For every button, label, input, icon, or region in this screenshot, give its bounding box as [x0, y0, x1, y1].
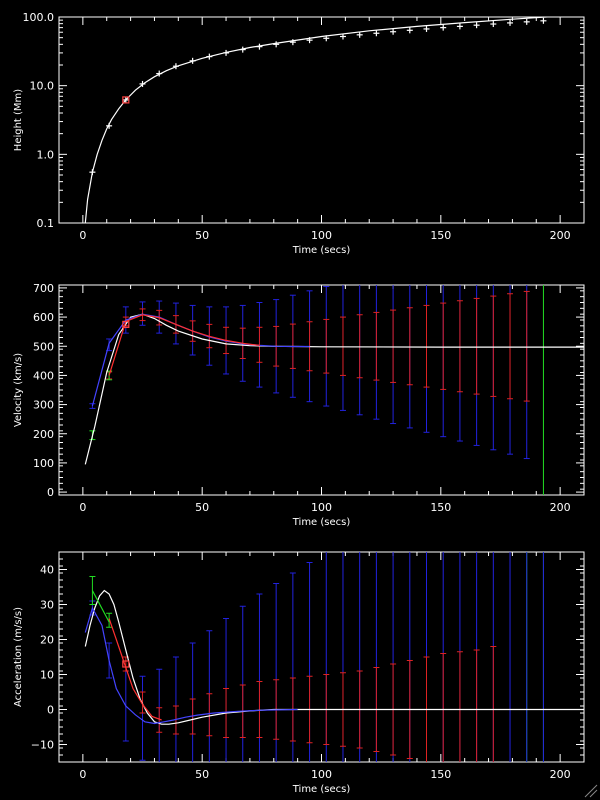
x-tick-label: 100	[311, 229, 332, 242]
data-point	[172, 63, 179, 70]
y-tick-label: 30	[40, 599, 54, 612]
highlight-marker	[122, 660, 130, 668]
data-point	[490, 21, 497, 28]
y-tick-label: 400	[33, 369, 54, 382]
x-tick-label: 50	[195, 229, 209, 242]
data-point	[306, 37, 313, 44]
velocity-plot-area	[84, 285, 584, 495]
height-x-axis-label: Time (secs)	[292, 245, 351, 256]
acceleration-axes-frame	[58, 551, 585, 763]
data-point	[390, 28, 397, 35]
data-point	[273, 41, 280, 48]
series-line	[84, 606, 298, 725]
data-point	[106, 122, 113, 129]
x-tick-label: 0	[79, 768, 86, 781]
y-tick-label: 0	[47, 486, 54, 499]
series-line	[84, 589, 584, 725]
data-point	[189, 57, 196, 64]
acceleration-y-axis-label: Acceleration (m/s/s)	[13, 607, 24, 707]
y-tick-label: 0.1	[37, 217, 55, 230]
data-point	[507, 19, 514, 26]
y-tick-label: 100	[33, 457, 54, 470]
data-point	[440, 24, 447, 31]
velocity-x-axis-label: Time (secs)	[292, 517, 351, 528]
data-point	[373, 30, 380, 37]
x-tick-label: 0	[79, 229, 86, 242]
y-tick-label: 100.0	[23, 11, 55, 24]
x-tick-label: 150	[430, 768, 451, 781]
height-axes-frame	[58, 16, 585, 224]
data-point	[256, 43, 263, 50]
data-point	[122, 96, 129, 103]
data-point	[406, 27, 413, 34]
series-line	[91, 590, 110, 623]
y-tick-label: 500	[33, 340, 54, 353]
x-tick-label: 50	[195, 768, 209, 781]
data-point	[156, 70, 163, 77]
data-point	[139, 80, 146, 87]
data-point	[423, 25, 430, 32]
data-point	[456, 23, 463, 30]
y-tick-label: −10	[31, 739, 54, 752]
series-line	[108, 618, 162, 721]
data-point	[540, 17, 547, 24]
x-tick-label: 150	[430, 501, 451, 514]
data-point	[339, 33, 346, 40]
y-tick-label: 0	[47, 704, 54, 717]
data-point	[89, 169, 96, 176]
x-tick-label: 100	[311, 768, 332, 781]
series-line	[84, 313, 584, 465]
x-tick-label: 0	[79, 501, 86, 514]
acceleration-plot-area	[84, 552, 584, 762]
data-point	[206, 53, 213, 60]
data-point	[523, 18, 530, 25]
y-tick-label: 40	[40, 564, 54, 577]
y-tick-label: 200	[33, 428, 54, 441]
y-tick-label: 300	[33, 399, 54, 412]
y-tick-label: 600	[33, 311, 54, 324]
x-tick-label: 200	[550, 229, 571, 242]
data-point	[473, 22, 480, 29]
y-tick-label: 20	[40, 634, 54, 647]
data-point	[289, 39, 296, 46]
acceleration-x-axis-label: Time (secs)	[292, 784, 351, 795]
x-tick-label: 100	[311, 501, 332, 514]
y-tick-label: 700	[33, 282, 54, 295]
data-point	[223, 49, 230, 56]
data-point	[356, 31, 363, 38]
x-tick-label: 200	[550, 501, 571, 514]
resize-grip-icon[interactable]	[584, 784, 598, 798]
y-tick-label: 10	[40, 669, 54, 682]
velocity-y-axis-label: Velocity (km/s)	[13, 353, 24, 427]
acceleration-panel: 0 50 100 150 200 −10 0 10 20 30 40 Time (secs) Accel…	[13, 551, 585, 795]
data-point	[323, 35, 330, 42]
x-tick-label: 50	[195, 501, 209, 514]
highlight-marker	[122, 96, 130, 104]
height-plot-area	[84, 17, 556, 223]
y-tick-label: 1.0	[37, 148, 55, 161]
height-y-axis-label: Height (Mm)	[13, 89, 24, 152]
data-point	[239, 46, 246, 53]
x-tick-label: 200	[550, 768, 571, 781]
y-tick-label: 10.0	[30, 80, 55, 93]
height-panel: 0 50 100 150 200 0.1 1.0 10.0 100.0 Time (secs) He…	[13, 11, 585, 256]
highlight-marker	[122, 320, 130, 328]
series-line	[108, 314, 260, 376]
x-tick-label: 150	[430, 229, 451, 242]
velocity-panel: 0 50 100 150 200 0 100 200 300 400 500 600 700 Time (…	[13, 282, 585, 528]
series-line	[84, 17, 556, 223]
